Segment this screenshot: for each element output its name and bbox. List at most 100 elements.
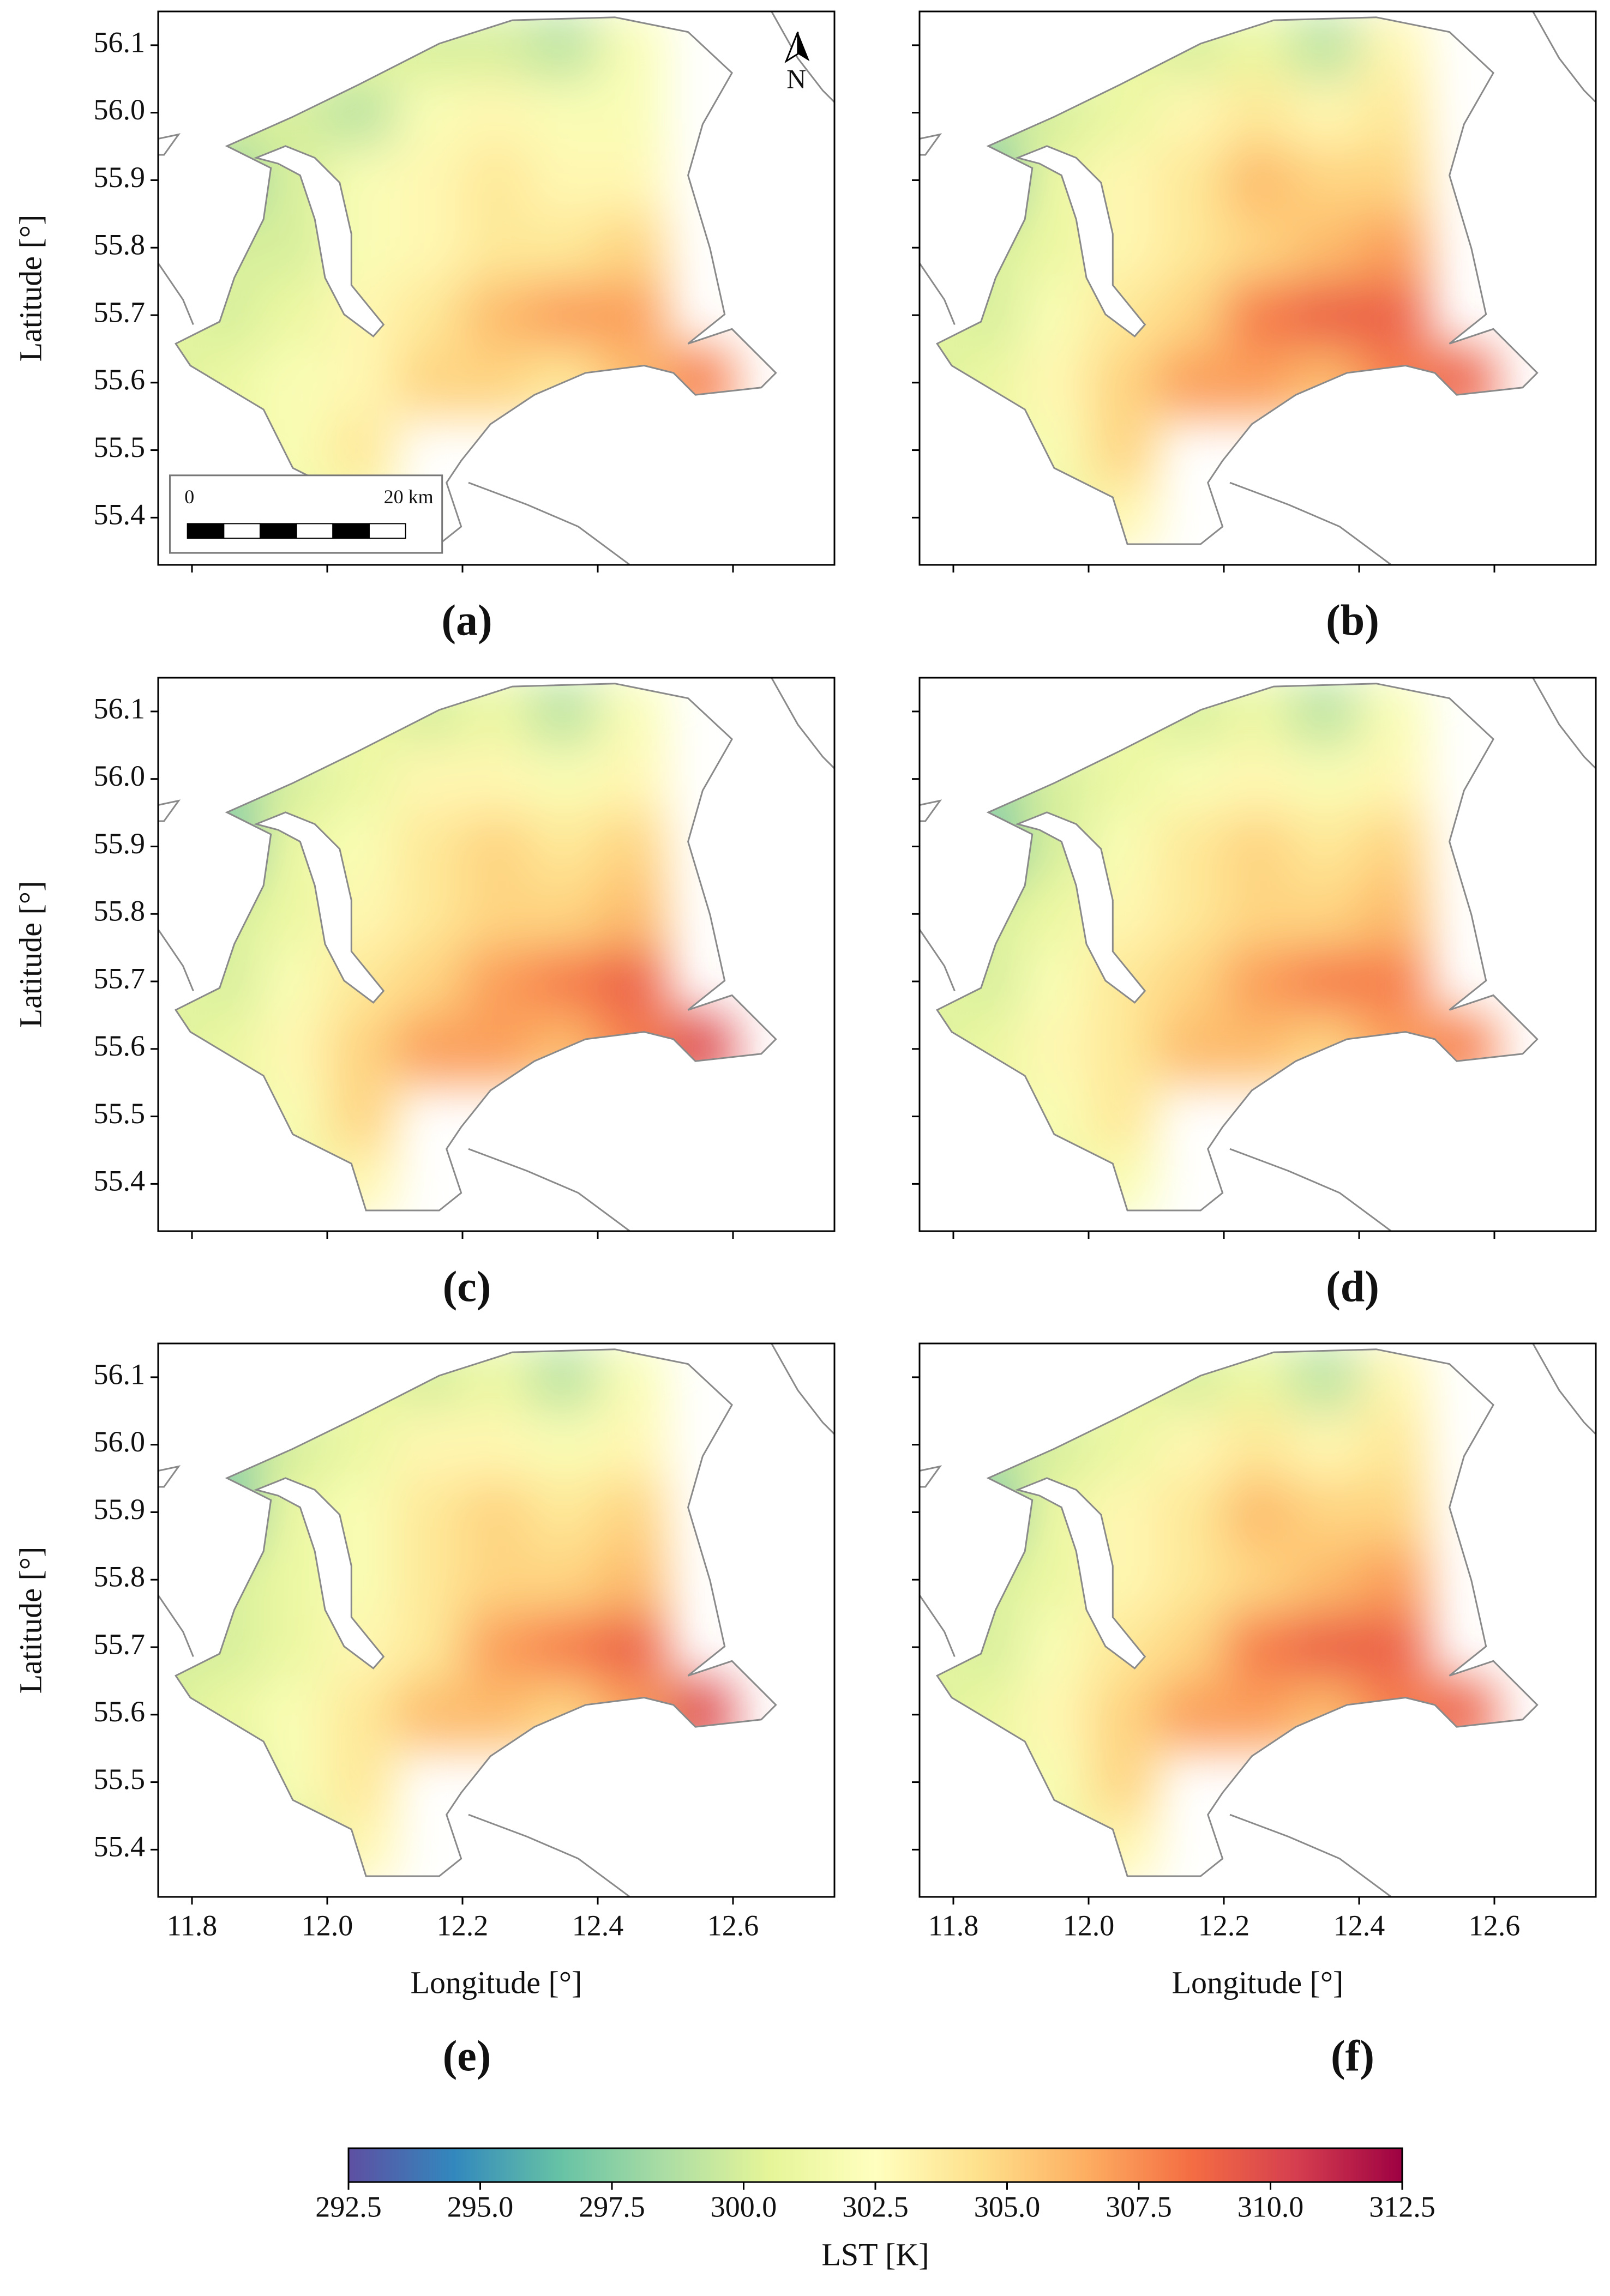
lst-cell (1291, 79, 1360, 147)
lst-cell (1156, 683, 1224, 746)
lst-cell (1291, 1546, 1360, 1614)
y-tick-label: 55.6 (94, 363, 146, 396)
lst-cell (1021, 1748, 1089, 1817)
lst-cell (530, 1349, 598, 1412)
y-tick-label: 55.5 (94, 1097, 146, 1130)
lst-cell (462, 17, 531, 80)
lst-cell (1156, 348, 1224, 417)
lst-cell (1089, 416, 1157, 485)
coastline (919, 799, 942, 822)
lst-cell (1089, 1150, 1157, 1210)
lst-field (176, 683, 734, 1210)
y-tick-label: 55.7 (94, 1628, 146, 1660)
lst-cell (395, 1546, 463, 1614)
lst-cell (192, 1478, 260, 1547)
lst-cell (1156, 1613, 1224, 1682)
coastline (1532, 677, 1597, 769)
lst-cell (462, 1546, 531, 1614)
fjord (1015, 811, 1146, 1004)
x-tick-label: 12.4 (572, 1909, 624, 1942)
lst-cell (1359, 1015, 1427, 1083)
lst-cell (1359, 281, 1427, 349)
lst-cell (598, 1546, 666, 1614)
lst-cell (1156, 1411, 1224, 1479)
lst-cell (462, 1411, 531, 1479)
lst-cell (462, 214, 531, 282)
lst-cell (665, 1680, 734, 1749)
coastline (1532, 11, 1597, 103)
lst-cell (530, 683, 598, 746)
lst-cell (1156, 146, 1224, 215)
lst-cell (327, 348, 395, 417)
lst-cell (462, 812, 531, 881)
lst-field (937, 17, 1495, 544)
lst-cell (1156, 948, 1224, 1016)
lst-cell (1224, 281, 1292, 349)
lst-cell (260, 79, 328, 147)
lst-cell (1224, 812, 1292, 881)
lst-cell (1089, 1816, 1157, 1876)
y-tick-label: 55.4 (94, 1165, 146, 1197)
panel-label: (b) (1326, 596, 1379, 644)
lst-cell (1021, 281, 1089, 349)
lst-cell (1156, 79, 1224, 147)
panel-label: (e) (443, 2032, 491, 2080)
lst-cell (530, 1478, 598, 1547)
lst-cell (462, 1613, 531, 1682)
lst-cell (953, 1015, 1022, 1083)
lst-cell (1021, 416, 1089, 485)
lst-cell (953, 1082, 1022, 1151)
coastline (157, 262, 194, 325)
lst-cell (260, 348, 328, 417)
lst-cell (598, 880, 666, 949)
y-axis-label: Latitude [°] (13, 1547, 48, 1694)
lst-cell (1224, 745, 1292, 813)
lst-cell (1156, 17, 1224, 80)
lst-cell (1089, 348, 1157, 417)
y-tick-label: 55.7 (94, 962, 146, 995)
colorbar (347, 2147, 1403, 2183)
coastline (175, 16, 777, 545)
lst-cell (1224, 214, 1292, 282)
lst-cell (395, 79, 463, 147)
coastline (158, 133, 181, 156)
x-tick-label: 11.8 (167, 1909, 218, 1942)
y-tick-label: 55.7 (94, 296, 146, 328)
lst-cell (1156, 812, 1224, 881)
lst-cells (937, 1349, 1495, 1876)
coastline (157, 929, 194, 991)
y-tick-label: 55.6 (94, 1029, 146, 1062)
lst-cell (1021, 1411, 1089, 1479)
lst-cell (598, 745, 666, 813)
lst-cell (462, 146, 531, 215)
lst-cell (1021, 1680, 1089, 1749)
lst-cell (395, 214, 463, 282)
lst-cell (462, 948, 531, 1016)
coastline (1229, 481, 1392, 565)
lst-cell (327, 745, 395, 813)
lst-cell (1224, 1546, 1292, 1614)
y-tick-label: 56.0 (94, 93, 146, 126)
lst-cell (1359, 948, 1427, 1016)
lst-cell (598, 146, 666, 215)
coastline (468, 1148, 630, 1232)
lst-cells (176, 683, 734, 1210)
lst-cell (953, 416, 1022, 485)
lst-cell (462, 880, 531, 949)
lst-cell (1359, 1411, 1427, 1479)
lst-cell (1291, 1613, 1360, 1682)
axes-frame (157, 677, 836, 1232)
lst-cell (953, 146, 1022, 215)
lst-cell (327, 1816, 395, 1876)
coastline (175, 1348, 777, 1877)
north-label: N (786, 63, 806, 94)
lst-cell (395, 812, 463, 881)
lst-cell (260, 1015, 328, 1083)
scale-bar-segment (332, 523, 370, 539)
y-tick-label: 56.1 (94, 692, 146, 725)
x-tick-label: 12.6 (1469, 1909, 1521, 1942)
lst-cell (1359, 812, 1427, 881)
lst-cells (937, 683, 1495, 1210)
coastline (158, 1465, 181, 1488)
